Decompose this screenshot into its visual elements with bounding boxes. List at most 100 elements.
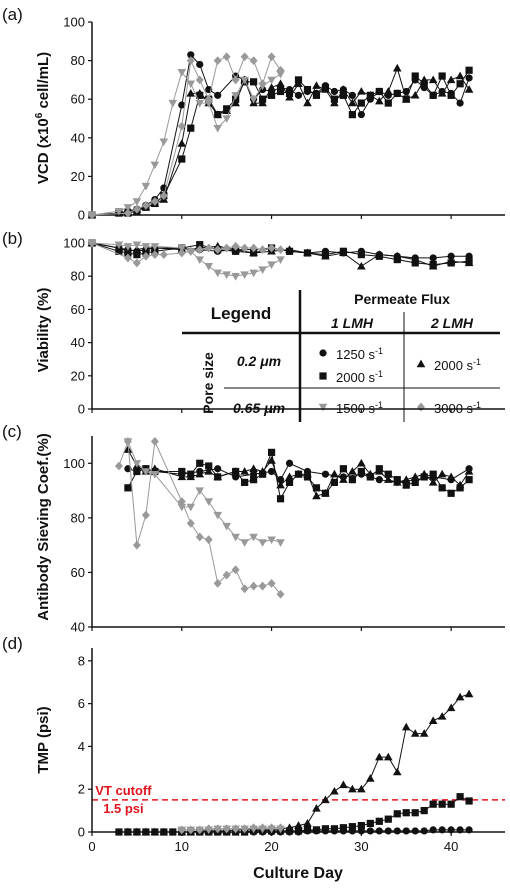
data-point (348, 111, 356, 119)
data-point (132, 204, 141, 214)
data-point (276, 823, 285, 833)
legend-col-1lmh: 1 LMH (331, 315, 374, 331)
data-point (375, 250, 384, 258)
data-point (455, 480, 465, 489)
data-point (132, 827, 142, 836)
data-point (195, 487, 205, 495)
data-point (276, 79, 285, 87)
data-point (419, 75, 429, 84)
data-point (258, 245, 267, 255)
data-point (339, 475, 348, 483)
data-point (195, 245, 204, 255)
y-tick-label: 100 (63, 15, 85, 30)
y-axis-label-d: TMP (psi) (35, 706, 52, 773)
data-point (267, 467, 276, 476)
data-point (348, 823, 356, 831)
legend-entry-label: 2000 s-1 (434, 357, 481, 373)
data-point (428, 261, 438, 270)
data-point (437, 89, 447, 97)
data-point (330, 87, 339, 96)
data-point (348, 98, 357, 107)
data-point (366, 774, 375, 782)
data-point (258, 266, 267, 274)
data-point (348, 467, 357, 475)
data-point (455, 71, 465, 80)
data-point (231, 241, 240, 251)
data-point (339, 91, 347, 99)
data-point (186, 89, 196, 97)
data-point (339, 248, 348, 257)
data-point (303, 826, 312, 834)
data-point (447, 252, 455, 260)
data-point (250, 470, 258, 478)
data-point (258, 79, 267, 89)
data-point (330, 786, 339, 795)
data-point (186, 80, 196, 89)
data-point (213, 124, 222, 133)
vt-cutoff-value-label: 1.5 psi (103, 801, 143, 816)
data-point (115, 828, 123, 836)
data-point (222, 271, 231, 279)
data-point (383, 752, 393, 761)
data-point (222, 52, 231, 62)
data-point (366, 469, 375, 478)
data-point (249, 823, 258, 833)
data-point (420, 827, 428, 835)
series-diamond (114, 437, 285, 599)
data-point (133, 467, 141, 476)
data-point (213, 110, 222, 118)
data-point (250, 78, 258, 86)
data-point (132, 198, 142, 206)
data-point (222, 115, 231, 123)
data-point (231, 565, 240, 575)
y-tick-label: 0 (78, 402, 85, 417)
legend-row-0-65um: 0.65 μm (233, 400, 285, 416)
legend-row-0-2um: 0.2 μm (237, 353, 281, 369)
data-point (159, 138, 169, 147)
data-point (204, 535, 213, 545)
data-point (196, 60, 204, 69)
data-point (285, 823, 294, 831)
series-triangle-down (87, 239, 285, 281)
data-point (132, 241, 142, 250)
data-point (249, 96, 258, 104)
panel-label-a: (a) (2, 5, 23, 24)
data-point (447, 91, 455, 99)
y-tick-label: 60 (71, 565, 85, 580)
data-point (168, 99, 178, 108)
data-point (321, 488, 330, 497)
x-axis-label: Culture Day (253, 865, 343, 882)
data-point (410, 472, 420, 481)
data-point (195, 256, 205, 264)
data-point (330, 825, 339, 833)
data-point (464, 258, 474, 267)
data-point (357, 251, 365, 259)
data-point (115, 247, 123, 255)
data-point (410, 255, 420, 263)
data-point (285, 472, 294, 481)
data-point (249, 269, 258, 278)
data-point (213, 245, 222, 255)
data-point (330, 478, 339, 486)
data-point (357, 99, 365, 107)
legend-row-group-pore-size: Pore size (200, 352, 216, 414)
y-tick-label: 2 (78, 782, 85, 797)
data-point (267, 456, 276, 464)
data-point (267, 823, 276, 833)
data-point (429, 254, 437, 262)
data-point (213, 56, 222, 65)
data-point (392, 767, 402, 776)
data-point (465, 66, 473, 74)
data-point (258, 581, 267, 591)
data-point (231, 75, 240, 85)
data-point (114, 241, 124, 250)
data-point (213, 824, 222, 834)
data-point (348, 476, 356, 484)
data-point (357, 821, 365, 830)
data-point (231, 273, 240, 281)
data-point (186, 56, 195, 65)
data-point (285, 827, 294, 835)
plot-panel: 0 20 40 60 80 100 (63, 236, 505, 417)
data-point (222, 243, 231, 253)
data-point (178, 467, 186, 476)
